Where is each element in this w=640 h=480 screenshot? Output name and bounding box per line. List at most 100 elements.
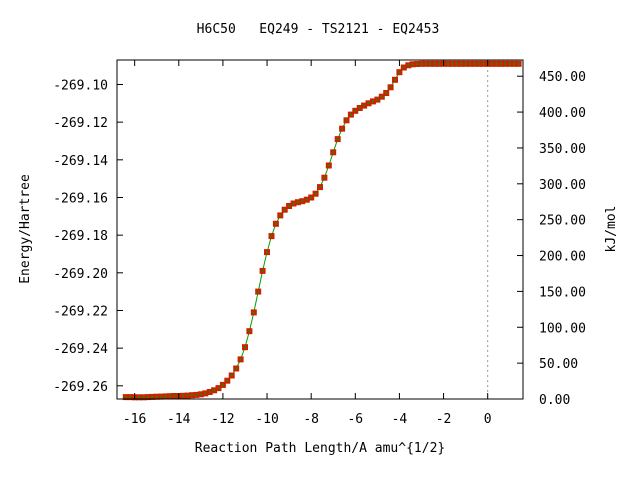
data-point-center bbox=[164, 395, 167, 398]
y2-tick-label: 350.00 bbox=[539, 142, 586, 157]
data-point-center bbox=[230, 374, 233, 377]
data-point-center bbox=[138, 396, 141, 399]
data-point-center bbox=[261, 269, 264, 272]
y-axis-label: Energy/Hartree bbox=[18, 174, 33, 284]
data-point-center bbox=[394, 78, 396, 81]
data-point-center bbox=[274, 222, 277, 225]
y2-tick-label: 250.00 bbox=[539, 214, 586, 229]
series-layer bbox=[122, 60, 522, 401]
data-point-center bbox=[336, 138, 339, 141]
data-point-center bbox=[248, 330, 251, 333]
data-point-center bbox=[319, 186, 321, 189]
data-point-center bbox=[146, 396, 149, 399]
data-point-center bbox=[424, 62, 427, 65]
data-point-center bbox=[257, 290, 260, 293]
chart-title: H6C50 EQ249 - TS2121 - EQ2453 bbox=[197, 22, 440, 37]
data-point-center bbox=[495, 62, 498, 65]
data-point-center bbox=[354, 109, 357, 112]
data-point-center bbox=[358, 107, 361, 109]
data-point-center bbox=[345, 119, 348, 122]
y2-tick-label: 400.00 bbox=[539, 106, 586, 121]
y-tick-label: -269.22 bbox=[53, 304, 108, 319]
data-point-center bbox=[389, 86, 392, 89]
x-tick-label: -6 bbox=[347, 412, 363, 427]
data-point-center bbox=[398, 71, 401, 74]
y-tick-label: -269.20 bbox=[53, 267, 108, 282]
data-point-center bbox=[279, 214, 282, 217]
y2-axis-ticks: 0.00 50.00 100.00 150.00 200.00 250.00 300.00 3… bbox=[517, 70, 586, 408]
data-point-center bbox=[129, 396, 132, 399]
series-line bbox=[125, 63, 519, 398]
data-point-center bbox=[482, 62, 485, 65]
plot-frame bbox=[116, 59, 524, 400]
data-point-center bbox=[244, 346, 246, 349]
data-point-center bbox=[266, 251, 268, 254]
y2-tick-label: 450.00 bbox=[539, 70, 586, 85]
y2-tick-label: 100.00 bbox=[539, 321, 586, 336]
data-point-center bbox=[142, 396, 145, 399]
data-point-center bbox=[296, 201, 299, 204]
data-point-center bbox=[447, 62, 449, 65]
x-tick-label: -2 bbox=[436, 412, 452, 427]
data-point-center bbox=[455, 62, 458, 65]
data-point-center bbox=[372, 100, 374, 103]
data-point-center bbox=[323, 176, 326, 179]
data-point-center bbox=[513, 62, 516, 65]
x-tick-label: -14 bbox=[167, 412, 191, 427]
data-point-center bbox=[155, 395, 158, 398]
data-point-center bbox=[327, 164, 330, 167]
data-point-center bbox=[407, 64, 410, 67]
data-point-center bbox=[160, 395, 163, 398]
data-point-center bbox=[491, 62, 494, 65]
data-point-center bbox=[464, 62, 467, 65]
data-point-center bbox=[385, 92, 388, 94]
data-point-center bbox=[349, 113, 352, 116]
data-point-center bbox=[420, 62, 423, 65]
x-tick-label: -10 bbox=[255, 412, 278, 427]
y-tick-label: -269.16 bbox=[53, 191, 108, 206]
data-point-center bbox=[504, 62, 507, 65]
data-point-center bbox=[376, 98, 379, 101]
data-point-center bbox=[517, 62, 520, 65]
y-tick-label: -269.14 bbox=[53, 154, 108, 169]
x-tick-label: -8 bbox=[303, 412, 319, 427]
data-point-center bbox=[195, 393, 198, 396]
data-point-center bbox=[252, 311, 255, 314]
data-point-center bbox=[416, 63, 419, 65]
data-point-center bbox=[124, 396, 127, 399]
data-point-center bbox=[182, 394, 185, 397]
data-point-center bbox=[469, 62, 471, 65]
data-point-center bbox=[411, 63, 414, 66]
data-point-center bbox=[151, 395, 154, 398]
x-tick-label: -12 bbox=[211, 412, 234, 427]
x-axis-ticks: -16 -14 -12 -10 -8 -6 -4 -2 0 bbox=[123, 60, 492, 427]
y2-tick-label: 50.00 bbox=[539, 357, 578, 372]
data-point-center bbox=[367, 102, 370, 105]
y2-tick-label: 300.00 bbox=[539, 178, 586, 193]
data-point-center bbox=[451, 62, 454, 65]
data-point-center bbox=[499, 62, 502, 65]
data-point-center bbox=[213, 389, 216, 392]
data-point-center bbox=[310, 196, 313, 199]
data-point-center bbox=[173, 395, 176, 397]
x-tick-label: -16 bbox=[123, 412, 146, 427]
data-point-center bbox=[239, 358, 242, 361]
data-point-center bbox=[199, 393, 202, 396]
data-point-center bbox=[363, 104, 366, 107]
data-point-center bbox=[208, 391, 211, 393]
data-point-center bbox=[301, 200, 304, 203]
data-point-center bbox=[341, 127, 344, 130]
y2-tick-label: 200.00 bbox=[539, 250, 586, 265]
data-point-center bbox=[235, 367, 238, 370]
y-axis-ticks: -269.26 -269.24 -269.22 -269.20 -269.18 -269.… bbox=[53, 78, 123, 395]
y2-tick-label: 150.00 bbox=[539, 285, 586, 300]
y2-tick-label: 0.00 bbox=[539, 393, 570, 408]
y-tick-label: -269.26 bbox=[53, 380, 108, 395]
y-tick-label: -269.10 bbox=[53, 78, 108, 93]
x-tick-label: 0 bbox=[484, 412, 492, 427]
data-point-center bbox=[477, 62, 480, 65]
data-point-center bbox=[270, 235, 273, 238]
y-tick-label: -269.12 bbox=[53, 116, 108, 131]
data-point-center bbox=[402, 66, 405, 69]
x-tick-label: -4 bbox=[392, 412, 408, 427]
